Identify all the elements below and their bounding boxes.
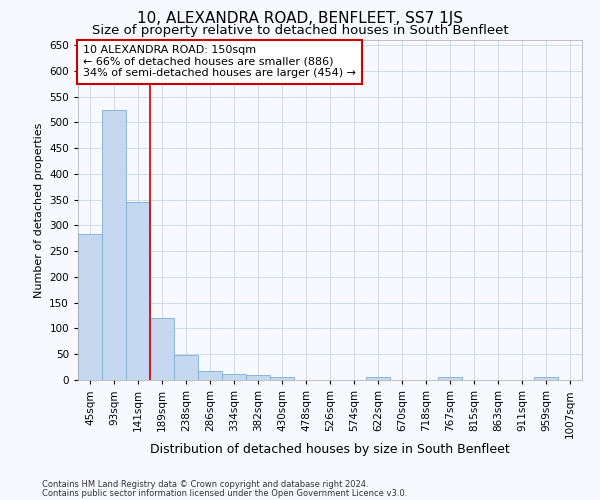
Bar <box>126 202 150 380</box>
Text: Contains public sector information licensed under the Open Government Licence v3: Contains public sector information licen… <box>42 488 407 498</box>
Text: 10 ALEXANDRA ROAD: 150sqm
← 66% of detached houses are smaller (886)
34% of semi: 10 ALEXANDRA ROAD: 150sqm ← 66% of detac… <box>83 45 356 78</box>
X-axis label: Distribution of detached houses by size in South Benfleet: Distribution of detached houses by size … <box>150 443 510 456</box>
Bar <box>78 234 102 380</box>
Bar <box>438 378 462 380</box>
Bar <box>198 370 222 380</box>
Bar <box>246 376 270 380</box>
Bar <box>270 378 294 380</box>
Bar <box>102 110 126 380</box>
Bar <box>534 378 558 380</box>
Bar <box>222 374 246 380</box>
Bar <box>366 378 390 380</box>
Bar <box>150 318 174 380</box>
Y-axis label: Number of detached properties: Number of detached properties <box>34 122 44 298</box>
Text: 10, ALEXANDRA ROAD, BENFLEET, SS7 1JS: 10, ALEXANDRA ROAD, BENFLEET, SS7 1JS <box>137 12 463 26</box>
Text: Contains HM Land Registry data © Crown copyright and database right 2024.: Contains HM Land Registry data © Crown c… <box>42 480 368 489</box>
Text: Size of property relative to detached houses in South Benfleet: Size of property relative to detached ho… <box>92 24 508 37</box>
Bar <box>174 356 198 380</box>
